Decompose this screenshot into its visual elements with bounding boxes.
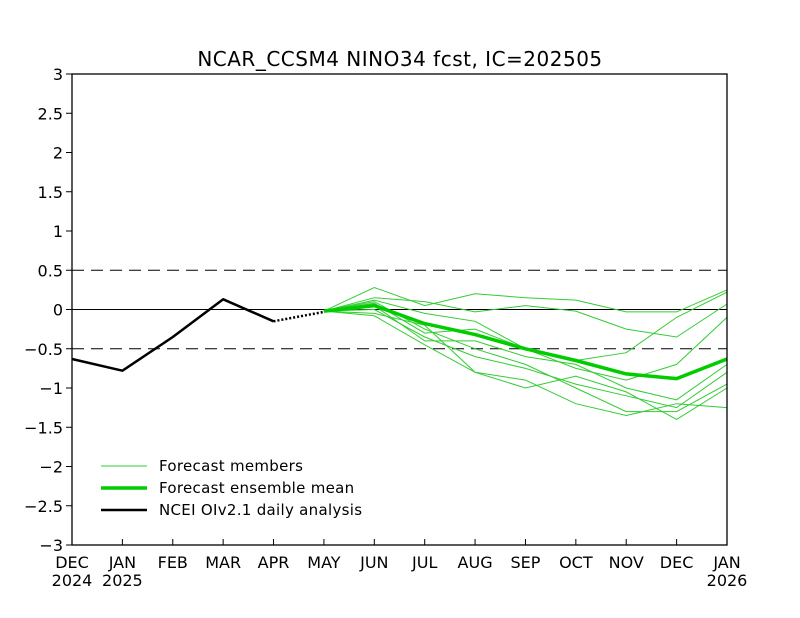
x-tick-month-label: NOV [609,553,644,572]
legend-label-1: Forecast members [159,457,303,475]
y-tick-label: −1 [39,379,63,398]
y-tick-label: 0 [53,301,63,320]
y-tick-label: 1.5 [38,183,63,202]
x-tick-month-label: SEP [511,553,541,572]
y-tick-label: 2 [53,144,63,163]
x-tick-year-label: 2024 [52,571,93,590]
legend-label-2: Forecast ensemble mean [159,479,354,497]
x-tick-month-label: DEC [660,553,694,572]
forecast-member-line-1 [323,286,728,313]
observed-analysis-line [71,298,275,372]
y-tick-label: −1.5 [24,418,63,437]
x-tick-month-label: OCT [559,553,593,572]
observed-analysis [71,298,325,372]
y-tick-label: 2.5 [38,104,63,123]
chart-title: NCAR_CCSM4 NINO34 fcst, IC=202505 [197,47,602,71]
ensemble-mean [323,303,728,381]
legend: Forecast members Forecast ensemble mean NC… [101,457,362,519]
x-tick-month-label: APR [258,553,290,572]
x-tick-month-label: JUN [359,553,388,572]
y-axis: 3 2.5 2 1.5 1 0.5 0 −0.5 −1 −1.5 −2 −2.5 −3 [24,65,72,555]
ensemble-mean-line [323,303,728,381]
y-tick-label: −0.5 [24,340,63,359]
reference-lines [72,269,727,350]
y-tick-label: 1 [53,222,63,241]
forecast-members [323,286,728,420]
x-tick-month-label: MAY [307,553,341,572]
y-tick-label: 0.5 [38,261,63,280]
x-tick-year-label: 2026 [707,571,748,590]
y-tick-label: −2 [39,458,63,477]
forecast-member-line-2 [323,297,728,338]
x-tick-month-label: JAN [108,553,136,572]
y-tick-label: 3 [53,65,63,84]
forecast-member-line-7 [323,310,728,420]
y-tick-label: −3 [39,536,63,555]
x-tick-month-label: DEC [55,553,89,572]
forecast-member-line-5 [323,305,728,401]
x-tick-month-label: AUG [458,553,493,572]
y-tick-label: −2.5 [24,497,63,516]
x-tick-month-label: JAN [712,553,740,572]
x-tick-month-label: JUL [411,553,437,572]
forecast-member-line-6 [323,308,728,409]
x-tick-month-label: MAR [205,553,241,572]
legend-label-3: NCEI OIv2.1 daily analysis [159,501,362,519]
forecast-member-line-8 [323,310,728,417]
x-tick-year-label: 2025 [102,571,143,590]
x-tick-month-label: FEB [158,553,188,572]
observed-analysis-dotted-segment [273,310,325,323]
